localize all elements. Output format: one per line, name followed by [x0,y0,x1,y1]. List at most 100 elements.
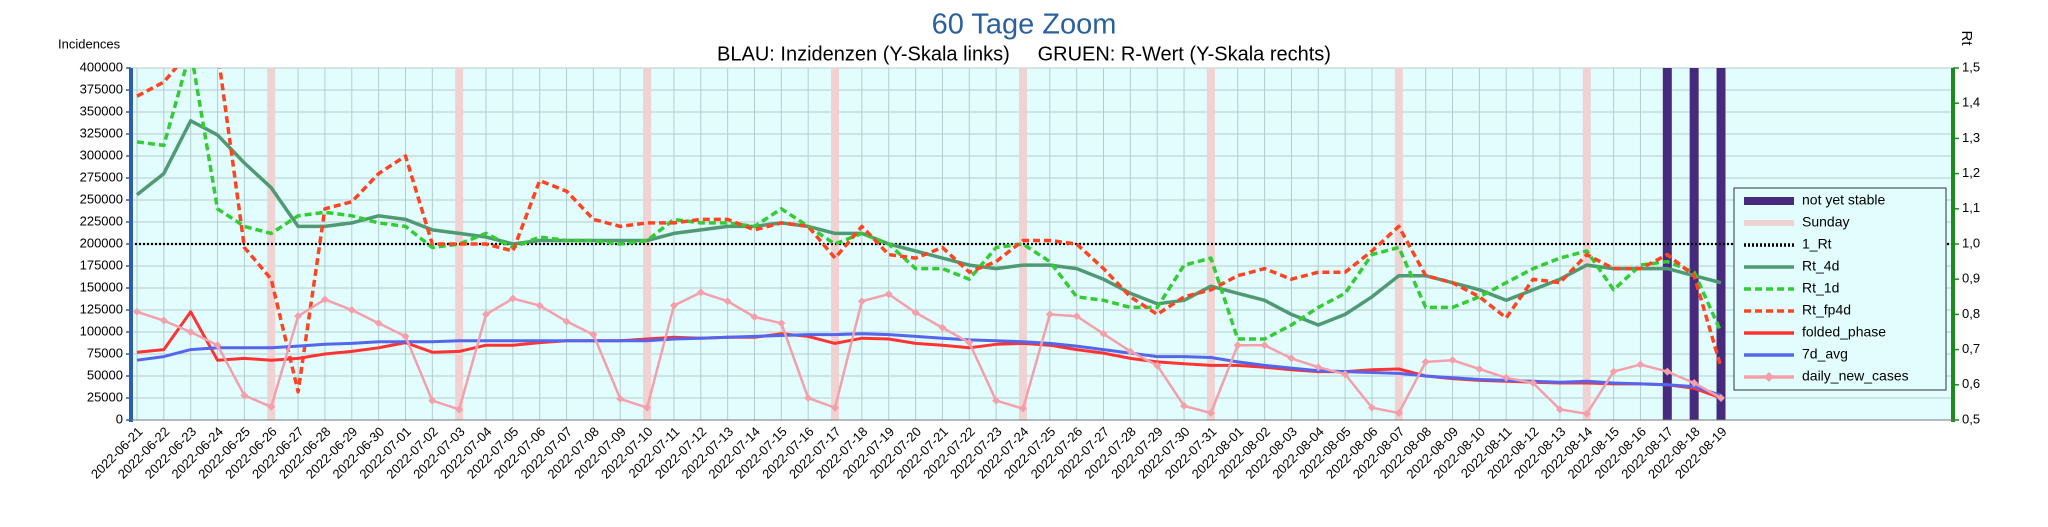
data-point [1690,379,1699,388]
data-point [455,405,464,414]
data-point [159,316,168,325]
chart-subtitle: BLAU: Inzidenzen (Y-Skala links) GRUEN: … [717,43,1331,65]
series-line [136,68,1723,341]
data-point [696,288,705,297]
y-tick-label: 75000 [87,345,123,360]
y2-tick-label: 1,4 [1962,95,1980,110]
data-point [884,290,893,299]
data-point [1341,370,1350,379]
legend-label: not yet stable [1802,192,1885,208]
y2-axis-label: Rt [1958,31,1975,47]
data-point [777,319,786,328]
data-point [1636,360,1645,369]
y2-tick-label: 0,8 [1962,306,1980,321]
data-point [508,294,517,303]
data-point [1609,367,1618,376]
data-point [1394,408,1403,417]
legend-label: Rt_4d [1802,258,1839,274]
y2-tick-label: 0,9 [1962,271,1980,286]
data-point [589,330,598,339]
data-point [1314,363,1323,372]
data-point [562,317,571,326]
y2-tick-label: 1,2 [1962,165,1980,180]
data-point [267,402,276,411]
legend-marker [1764,372,1774,382]
sunday-band [1582,68,1591,420]
data-point [1126,347,1135,356]
y-tick-label: 350000 [80,103,123,118]
data-point [320,295,329,304]
data-point [1663,367,1672,376]
y-tick-label: 125000 [80,301,123,316]
y-tick-label: 400000 [80,59,123,74]
y-axis-label: Incidences [58,36,121,51]
data-point [133,307,141,316]
y2-tick-label: 1,3 [1962,130,1980,145]
data-point [1717,394,1725,402]
data-point [804,394,813,402]
legend-label: daily_new_cases [1802,368,1909,384]
data-point [186,328,195,336]
data-point [1529,379,1538,388]
y2-tick-label: 0,5 [1962,411,1980,426]
data-point [1555,405,1564,414]
data-point [1475,364,1484,373]
data-point [965,338,974,347]
y2-tick-label: 0,6 [1962,376,1980,391]
y-tick-label: 375000 [80,81,123,96]
data-point [482,310,491,319]
y-tick-label: 100000 [80,323,123,338]
y-tick-label: 250000 [80,191,123,206]
data-point [1018,404,1027,413]
legend-label: Sunday [1802,214,1849,230]
data-point [1287,354,1296,363]
data-point [750,313,759,322]
legend-label: Rt_1d [1802,280,1839,296]
data-point [723,297,732,306]
data-point [938,323,947,332]
series-layer [133,68,1725,418]
data-point [401,332,410,341]
y-tick-label: 0 [116,411,123,426]
legend-label: Rt_fp4d [1802,302,1851,318]
data-point [911,308,920,317]
sunday-band [1394,68,1403,420]
data-point [1367,403,1376,412]
data-point [374,319,383,328]
data-point [1260,341,1269,350]
data-point [347,306,356,314]
y-tick-label: 300000 [80,147,123,162]
data-point [240,391,249,400]
legend-label: 1_Rt [1802,236,1832,252]
data-point [1448,356,1457,365]
data-point [643,403,652,412]
y-tick-label: 25000 [87,389,123,404]
series-line [136,291,1722,416]
data-point [616,394,625,403]
y-tick-label: 175000 [80,257,123,272]
y-tick-label: 50000 [87,367,123,382]
y2-tick-label: 0,7 [1962,341,1980,356]
y2-tick-label: 1,1 [1962,200,1980,215]
y-tick-label: 325000 [80,125,123,140]
sunday-band [1018,68,1027,420]
legend-label: 7d_avg [1802,346,1848,362]
data-point [992,396,1001,405]
data-point [428,396,437,405]
y-tick-label: 225000 [80,213,123,228]
sunday-band [1206,68,1215,420]
data-point [1502,373,1511,382]
unstable-band [1689,68,1699,420]
series-line [136,332,1722,397]
chart-title: 60 Tage Zoom [932,9,1117,41]
data-point [535,301,544,310]
data-point [213,341,222,350]
y2-tick-label: 1,5 [1962,59,1980,74]
series-line [136,68,1723,394]
data-point [831,403,840,412]
data-point [1582,409,1591,418]
data-point [1421,357,1430,366]
y2-tick-label: 1,0 [1962,235,1980,250]
data-point [1180,401,1189,410]
data-point [1045,310,1054,319]
